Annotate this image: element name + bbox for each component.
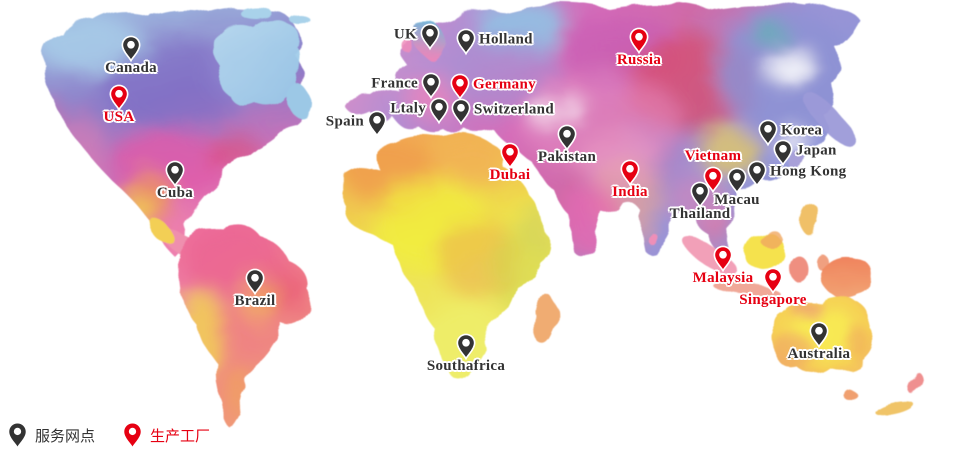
map-label-macau: Macau — [714, 192, 760, 208]
map-label-ltaly: Ltaly — [390, 100, 426, 117]
black-map-pin-icon — [367, 110, 387, 138]
map-label-vietnam: Vietnam — [684, 148, 742, 164]
black-map-pin-icon — [451, 98, 471, 126]
black-map-pin-icon — [727, 167, 747, 195]
red-map-pin-icon — [629, 27, 649, 55]
red-map-pin-icon — [763, 267, 783, 295]
red-map-pin-icon — [713, 245, 733, 273]
map-legend: 服务网点 生产工厂 — [8, 422, 210, 448]
black-map-pin-icon — [747, 160, 767, 188]
red-map-pin-icon — [703, 166, 723, 194]
map-label-singapore: Singapore — [739, 292, 807, 308]
map-label-france: France — [371, 75, 418, 92]
map-label-india: India — [612, 184, 648, 200]
red-map-pin-icon — [450, 73, 470, 101]
black-map-pin-icon — [758, 119, 778, 147]
map-label-brazil: Brazil — [234, 293, 276, 309]
map-label-hong-kong: Hong Kong — [770, 163, 847, 180]
black-map-pin-icon — [245, 268, 265, 296]
red-map-pin-icon — [109, 84, 129, 112]
legend-service-label: 服务网点 — [35, 427, 96, 445]
map-label-pakistan: Pakistan — [537, 149, 597, 165]
map-label-cuba: Cuba — [156, 185, 194, 201]
black-map-pin-icon — [557, 124, 577, 152]
map-label-germany: Germany — [473, 76, 536, 93]
red-map-pin-icon — [620, 159, 640, 187]
black-map-pin-icon — [429, 97, 449, 125]
red-map-pin-icon — [500, 142, 520, 170]
map-label-malaysia: Malaysia — [692, 270, 754, 286]
black-map-pin-icon — [456, 28, 476, 56]
map-label-holland: Holland — [479, 31, 533, 48]
map-label-japan: Japan — [796, 142, 837, 159]
map-label-korea: Korea — [781, 122, 823, 139]
map-label-uk: UK — [393, 26, 417, 43]
map-label-thailand: Thailand — [669, 206, 731, 222]
map-label-southafrica: Southafrica — [426, 358, 506, 374]
legend-factory-item: 生产工厂 — [123, 422, 210, 448]
black-map-pin-icon — [9, 423, 26, 447]
map-label-dubai: Dubai — [489, 167, 531, 183]
map-label-usa: USA — [103, 109, 135, 125]
map-label-canada: Canada — [105, 60, 157, 76]
black-map-pin-icon — [690, 181, 710, 209]
black-map-pin-icon — [809, 321, 829, 349]
red-map-pin-icon — [124, 423, 141, 447]
black-map-pin-icon — [773, 139, 793, 167]
black-map-pin-icon — [420, 23, 440, 51]
map-label-spain: Spain — [325, 113, 364, 130]
map-label-switzerland: Switzerland — [474, 101, 554, 118]
black-map-pin-icon — [421, 72, 441, 100]
map-label-australia: Australia — [787, 346, 851, 362]
map-label-russia: Russia — [616, 52, 662, 68]
black-map-pin-icon — [165, 160, 185, 188]
legend-factory-label: 生产工厂 — [150, 427, 211, 445]
legend-service-item: 服务网点 — [8, 422, 95, 448]
black-map-pin-icon — [121, 35, 141, 63]
black-map-pin-icon — [456, 333, 476, 361]
